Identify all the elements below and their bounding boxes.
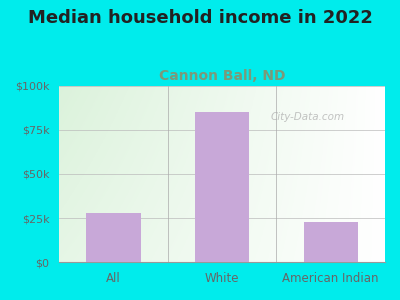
Bar (195, 112, 249, 262)
Title: Cannon Ball, ND: Cannon Ball, ND (159, 69, 285, 83)
Bar (304, 222, 358, 262)
Bar (86, 213, 141, 262)
Text: City-Data.com: City-Data.com (271, 112, 345, 122)
Text: Median household income in 2022: Median household income in 2022 (28, 9, 372, 27)
